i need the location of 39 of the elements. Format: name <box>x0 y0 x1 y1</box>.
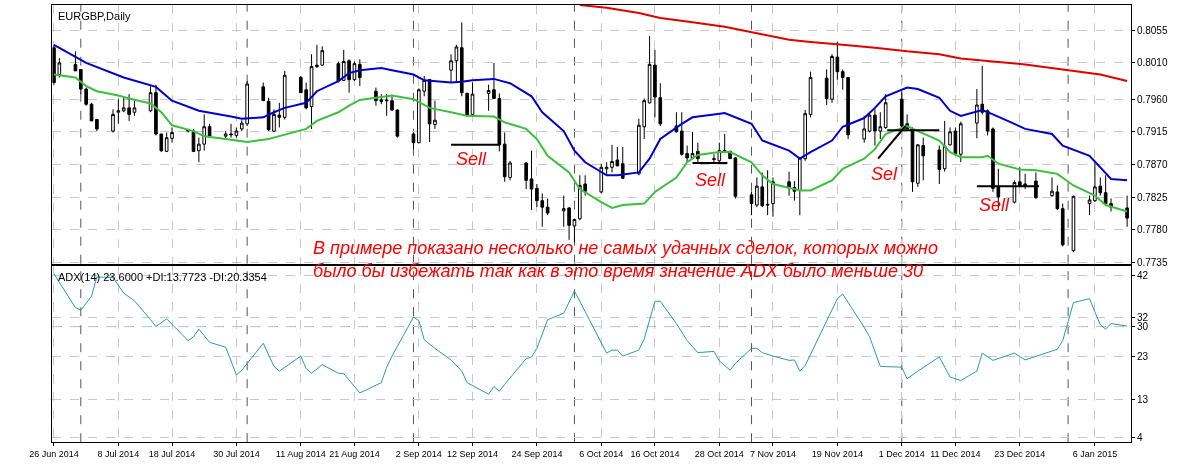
annotation: Sell <box>456 149 488 169</box>
y-tick-label: 32 <box>1136 312 1149 324</box>
y-tick-label: 0.7825 <box>1136 191 1168 203</box>
x-tick-label: 11 Aug 2014 <box>275 448 326 459</box>
x-tick-label: 6 Jan 2015 <box>1072 448 1118 459</box>
x-tick-label: 30 Jul 2014 <box>213 448 260 459</box>
y-tick-label: 0.7735 <box>1136 256 1168 268</box>
x-tick-label: 24 Sep 2014 <box>511 448 563 459</box>
y-tick-label: 23 <box>1136 351 1149 363</box>
y-tick-label: 0.8010 <box>1136 57 1168 69</box>
x-tick-label: 11 Dec 2014 <box>930 448 981 459</box>
x-tick-label: 8 Jul 2014 <box>97 448 140 459</box>
x-tick-label: 16 Oct 2014 <box>630 448 680 459</box>
y-tick-label: 0.7960 <box>1136 93 1168 105</box>
annotation: Sell <box>695 170 727 190</box>
x-tick-label: 1 Dec 2014 <box>878 448 925 459</box>
x-tick-label: 28 Oct 2014 <box>694 448 744 459</box>
y-tick-label: 30 <box>1136 321 1149 333</box>
y-tick-label: 0.7870 <box>1136 158 1168 170</box>
y-tick-label: 4 <box>1136 432 1143 444</box>
annotation: Sell <box>979 195 1011 215</box>
y-tick-label: 13 <box>1136 393 1149 405</box>
x-tick-label: 12 Sep 2014 <box>446 448 499 459</box>
y-tick-label: 0.7915 <box>1136 126 1168 138</box>
x-tick-label: 7 Nov 2014 <box>749 448 797 459</box>
y-tick-label: 42 <box>1136 269 1149 281</box>
text: ADX(14) 23.6000 +DI:13.7723 -DI:20.3354 <box>58 271 267 283</box>
x-tick-label: 21 Aug 2014 <box>329 448 380 459</box>
annotation: Sel <box>871 164 899 184</box>
x-tick-label: 26 Jun 2014 <box>29 448 79 459</box>
x-tick-label: 6 Oct 2014 <box>579 448 624 459</box>
x-tick-label: 18 Jul 2014 <box>148 448 196 459</box>
x-tick-label: 19 Nov 2014 <box>811 448 863 459</box>
x-tick-label: 23 Dec 2014 <box>994 448 1046 459</box>
text: EURGBP,Daily <box>58 10 132 22</box>
x-tick-label: 2 Sep 2014 <box>395 448 442 459</box>
annotation: В примере показано несколько не самых удачных сделок, которых можно было бы избежать так как в это время значение ADX было меньше 30 <box>313 238 938 282</box>
y-tick-label: 0.7780 <box>1136 224 1168 236</box>
y-tick-label: 0.8055 <box>1136 24 1168 36</box>
